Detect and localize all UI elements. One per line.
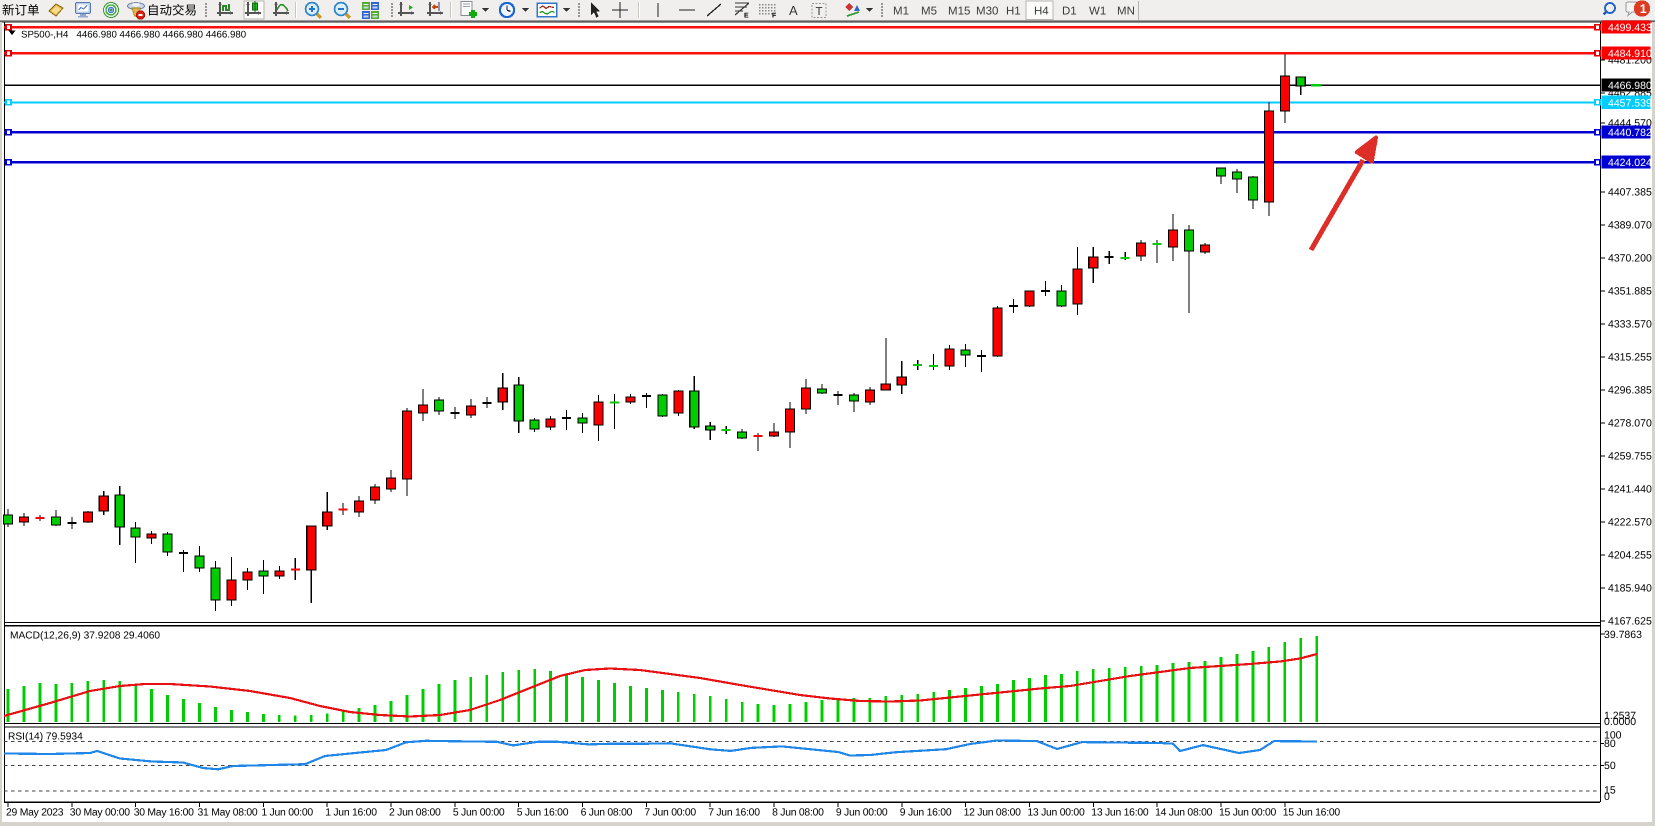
svg-text:0: 0	[1604, 791, 1610, 803]
svg-text:SP500-,H4 4466.980 4466.980: SP500-,H4 4466.980 4466.980 4466.980 446…	[21, 29, 247, 40]
svg-text:4466.980: 4466.980	[1608, 80, 1652, 92]
svg-text:15: 15	[1604, 785, 1616, 797]
svg-text:8 Jun 08:00: 8 Jun 08:00	[772, 808, 824, 819]
svg-text:A: A	[789, 3, 798, 18]
svg-text:4389.070: 4389.070	[1608, 220, 1652, 232]
svg-text:15 Jun 16:00: 15 Jun 16:00	[1283, 808, 1341, 819]
svg-text:30 May 16:00: 30 May 16:00	[134, 808, 194, 819]
svg-text:39.7863: 39.7863	[1604, 629, 1642, 641]
svg-text:D1: D1	[1062, 6, 1077, 18]
svg-text:T: T	[816, 6, 823, 18]
svg-text:13 Jun 00:00: 13 Jun 00:00	[1027, 808, 1085, 819]
svg-text:14 Jun 08:00: 14 Jun 08:00	[1155, 808, 1213, 819]
svg-text:6 Jun 08:00: 6 Jun 08:00	[581, 808, 633, 819]
svg-text:80: 80	[1604, 738, 1616, 750]
svg-text:4259.755: 4259.755	[1608, 451, 1652, 463]
svg-text:4296.385: 4296.385	[1608, 385, 1652, 397]
svg-text:4204.255: 4204.255	[1608, 550, 1652, 562]
svg-text:E: E	[744, 13, 749, 20]
svg-text:30 May 00:00: 30 May 00:00	[70, 808, 130, 819]
svg-text:4440.782: 4440.782	[1608, 127, 1652, 139]
svg-text:1: 1	[1640, 2, 1647, 16]
svg-text:31 May 08:00: 31 May 08:00	[198, 808, 258, 819]
svg-text:13 Jun 16:00: 13 Jun 16:00	[1091, 808, 1149, 819]
svg-text:4185.940: 4185.940	[1608, 583, 1652, 595]
svg-text:4481.200: 4481.200	[1608, 55, 1652, 67]
svg-text:W1: W1	[1089, 6, 1106, 18]
svg-text:4333.570: 4333.570	[1608, 319, 1652, 331]
svg-text:MN: MN	[1117, 6, 1135, 18]
svg-text:1 Jun 00:00: 1 Jun 00:00	[261, 808, 313, 819]
svg-text:RSI(14) 79.5934: RSI(14) 79.5934	[8, 732, 83, 743]
svg-text:新订单: 新订单	[2, 4, 40, 18]
svg-text:自动交易: 自动交易	[147, 4, 197, 18]
svg-text:MACD(12,26,9) 37.9208 29.4060: MACD(12,26,9) 37.9208 29.4060	[10, 631, 160, 642]
svg-text:H1: H1	[1006, 6, 1021, 18]
svg-text:4457.539: 4457.539	[1608, 97, 1652, 109]
svg-text:4222.570: 4222.570	[1608, 517, 1652, 529]
svg-text:12 Jun 08:00: 12 Jun 08:00	[964, 808, 1022, 819]
svg-text:5 Jun 16:00: 5 Jun 16:00	[517, 808, 569, 819]
svg-text:M5: M5	[921, 6, 937, 18]
svg-text:9 Jun 16:00: 9 Jun 16:00	[900, 808, 952, 819]
svg-text:4424.024: 4424.024	[1608, 157, 1652, 169]
svg-text:F: F	[772, 13, 777, 20]
svg-text:4484.910: 4484.910	[1608, 48, 1652, 60]
svg-text:0.0000: 0.0000	[1604, 716, 1636, 728]
svg-text:4315.255: 4315.255	[1608, 352, 1652, 364]
svg-text:H4: H4	[1034, 6, 1049, 18]
svg-text:4278.070: 4278.070	[1608, 418, 1652, 430]
svg-text:4407.385: 4407.385	[1608, 187, 1652, 199]
svg-text:4499.433: 4499.433	[1608, 22, 1652, 34]
svg-text:4351.885: 4351.885	[1608, 286, 1652, 298]
svg-text:7 Jun 00:00: 7 Jun 00:00	[644, 808, 696, 819]
svg-text:4370.200: 4370.200	[1608, 253, 1652, 265]
svg-text:1.2537: 1.2537	[1604, 710, 1636, 722]
svg-text:100: 100	[1604, 730, 1622, 742]
svg-text:9 Jun 00:00: 9 Jun 00:00	[836, 808, 888, 819]
svg-text:50: 50	[1604, 760, 1616, 772]
svg-text:2 Jun 08:00: 2 Jun 08:00	[389, 808, 441, 819]
svg-text:M15: M15	[948, 6, 970, 18]
svg-text:5 Jun 00:00: 5 Jun 00:00	[453, 808, 505, 819]
svg-text:1 Jun 16:00: 1 Jun 16:00	[325, 808, 377, 819]
svg-text:29 May 2023: 29 May 2023	[6, 808, 64, 819]
svg-text:M30: M30	[976, 6, 998, 18]
svg-text:4167.625: 4167.625	[1608, 616, 1652, 628]
svg-text:7 Jun 16:00: 7 Jun 16:00	[708, 808, 760, 819]
svg-text:4241.440: 4241.440	[1608, 484, 1652, 496]
svg-text:M1: M1	[893, 6, 909, 18]
svg-text:15 Jun 00:00: 15 Jun 00:00	[1219, 808, 1277, 819]
